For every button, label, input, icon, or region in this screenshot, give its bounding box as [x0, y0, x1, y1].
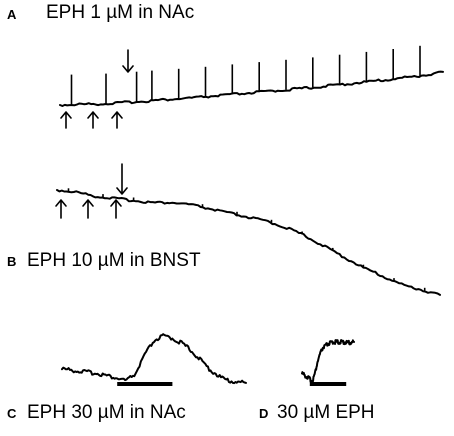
panel-c-letter: C [7, 406, 17, 421]
arrow-up-icon [60, 111, 72, 129]
panel-a-baseline [59, 70, 444, 107]
panel-b-letter: B [7, 254, 16, 269]
panel-c-label: EPH 30 µM in NAc [27, 402, 186, 423]
panel-b-label: EPH 10 µM in BNST [27, 250, 201, 271]
panel-d-trace [301, 339, 355, 386]
arrow-up-icon [87, 111, 99, 129]
arrow-down-icon [122, 49, 134, 73]
arrow-up-icon [111, 111, 123, 129]
arrow-down-icon [116, 163, 128, 195]
panel-d-label: 30 µM EPH [277, 402, 375, 423]
panel-c-trace [61, 333, 247, 386]
panel-a-trace [59, 45, 444, 107]
panel-b-arrows [55, 163, 128, 219]
panel-c-response [61, 333, 247, 385]
panel-a-letter: A [7, 7, 17, 22]
arrow-up-icon [55, 199, 67, 219]
panel-b-trace [56, 188, 441, 296]
arrow-up-icon [82, 199, 94, 219]
panel-d-letter: D [259, 406, 268, 421]
panel-b-baseline [56, 189, 441, 296]
arrow-up-icon [110, 199, 122, 219]
panel-a-label: EPH 1 µM in NAc [46, 2, 194, 23]
panel-d-response [301, 339, 355, 384]
panel-a-arrows [60, 49, 134, 129]
